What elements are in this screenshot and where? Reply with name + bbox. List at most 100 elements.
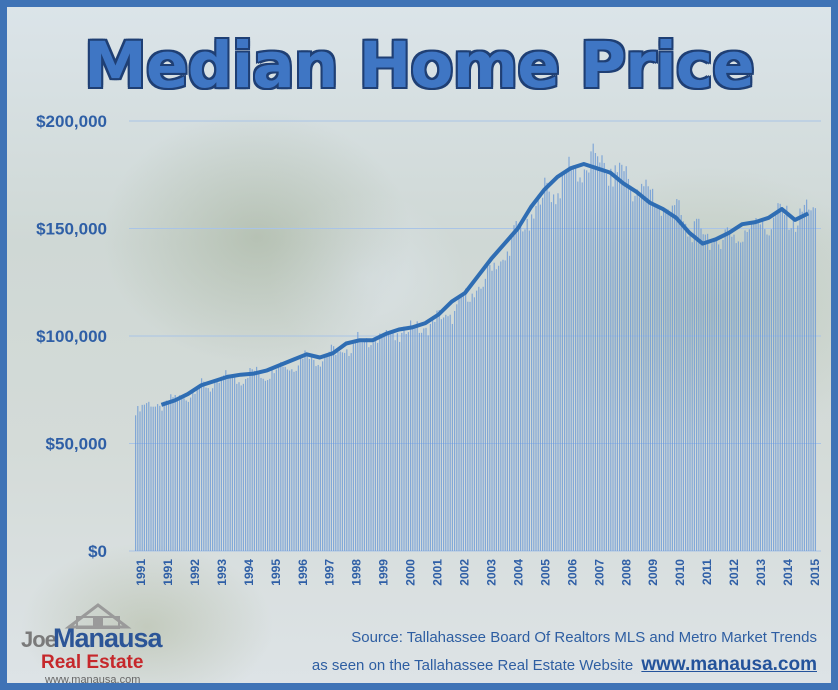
bar-mark xyxy=(330,344,333,551)
source-website-link[interactable]: www.manausa.com xyxy=(641,654,817,675)
bar-mark xyxy=(557,193,559,551)
bar-mark xyxy=(293,371,295,551)
bar-mark xyxy=(647,186,649,551)
bar-mark xyxy=(322,361,324,551)
x-tick-label: 2015 xyxy=(808,559,822,586)
bar-mark xyxy=(401,332,403,551)
bar-mark xyxy=(379,333,381,551)
bar-mark xyxy=(643,186,645,552)
bar-mark xyxy=(592,143,594,551)
bar-mark xyxy=(531,214,533,551)
bar-mark xyxy=(308,358,311,551)
bar-mark xyxy=(619,162,621,552)
bar-mark xyxy=(603,162,605,551)
bar-mark xyxy=(478,286,480,551)
x-tick-label: 1997 xyxy=(323,559,337,586)
x-tick-label: 2010 xyxy=(673,559,687,586)
bar-mark xyxy=(229,378,231,551)
bar-mark xyxy=(374,337,377,551)
bar-mark xyxy=(495,269,498,551)
bar-mark xyxy=(267,380,269,551)
bar-mark xyxy=(707,233,709,552)
bar-mark xyxy=(372,342,374,551)
bar-mark xyxy=(264,380,267,551)
bar-mark xyxy=(511,235,513,551)
bar-mark xyxy=(344,352,346,551)
bar-mark xyxy=(256,366,258,551)
bar-mark xyxy=(755,218,757,551)
source-website-label: as seen on the Tallahassee Real Estate W… xyxy=(311,657,634,674)
bar-mark xyxy=(548,191,550,552)
bar-mark xyxy=(608,185,610,552)
bar-mark xyxy=(656,206,658,551)
company-logo: Joe Manausa Real Estate www.manausa.com xyxy=(17,603,177,683)
bar-mark xyxy=(352,343,355,551)
bar-mark xyxy=(658,207,660,552)
bar-mark xyxy=(159,405,161,551)
bar-mark xyxy=(795,231,797,551)
bar-mark xyxy=(284,366,286,551)
bar-mark xyxy=(718,244,720,551)
bar-mark xyxy=(403,326,405,551)
bar-mark xyxy=(674,205,676,551)
bar-mark xyxy=(333,346,335,551)
bar-mark xyxy=(385,330,388,551)
bar-mark xyxy=(194,393,196,551)
bar-mark xyxy=(504,260,506,551)
bar-mark xyxy=(407,332,410,551)
bar-mark xyxy=(348,355,350,551)
bar-mark xyxy=(669,213,671,551)
x-tick-label: 2006 xyxy=(565,559,579,586)
bar-mark xyxy=(423,328,425,551)
bar-mark xyxy=(797,225,799,551)
bar-mark xyxy=(564,171,566,552)
bar-mark xyxy=(179,395,181,551)
bar-mark xyxy=(803,204,806,551)
bar-mark xyxy=(183,398,185,551)
source-website-note: as seen on the Tallahassee Real Estate W… xyxy=(312,654,817,676)
bar-mark xyxy=(570,169,572,551)
bar-mark xyxy=(368,347,370,551)
bar-mark xyxy=(713,238,715,551)
bar-mark xyxy=(601,155,603,551)
bar-mark xyxy=(667,209,669,551)
bar-mark xyxy=(291,369,293,551)
bar-mark xyxy=(313,359,315,551)
bar-mark xyxy=(201,378,203,551)
bar-mark xyxy=(306,355,308,551)
bar-mark xyxy=(638,197,641,551)
bar-mark xyxy=(482,286,484,551)
bar-mark xyxy=(520,221,522,551)
bar-mark xyxy=(612,186,614,551)
bar-mark xyxy=(212,388,214,551)
bar-mark xyxy=(251,369,253,551)
bar-mark xyxy=(440,319,443,551)
bar-mark xyxy=(414,328,416,551)
bar-mark xyxy=(236,383,238,551)
bar-mark xyxy=(460,297,462,551)
bar-mark xyxy=(636,189,638,551)
bar-mark xyxy=(491,270,493,551)
bar-mark xyxy=(524,229,526,551)
y-tick-label: $100,000 xyxy=(36,327,107,346)
x-tick-label: 1995 xyxy=(269,559,283,586)
bar-mark xyxy=(533,218,535,551)
x-tick-label: 2002 xyxy=(458,559,472,586)
bar-mark xyxy=(427,335,429,551)
x-tick-label: 1994 xyxy=(242,559,256,586)
bar-mark xyxy=(209,391,212,551)
logo-real-estate-text: Real Estate xyxy=(41,652,144,673)
bar-mark xyxy=(377,342,379,551)
bar-mark xyxy=(775,215,777,551)
bar-mark xyxy=(676,199,678,552)
bar-mark xyxy=(185,400,187,551)
bar-mark xyxy=(487,263,489,551)
x-tick-label: 1991 xyxy=(134,559,148,586)
bar-mark xyxy=(517,223,520,551)
bar-mark xyxy=(405,333,407,551)
bar-mark xyxy=(359,341,361,551)
x-tick-label: 2011 xyxy=(700,559,714,585)
bar-mark xyxy=(766,234,768,551)
bar-mark xyxy=(196,389,198,551)
